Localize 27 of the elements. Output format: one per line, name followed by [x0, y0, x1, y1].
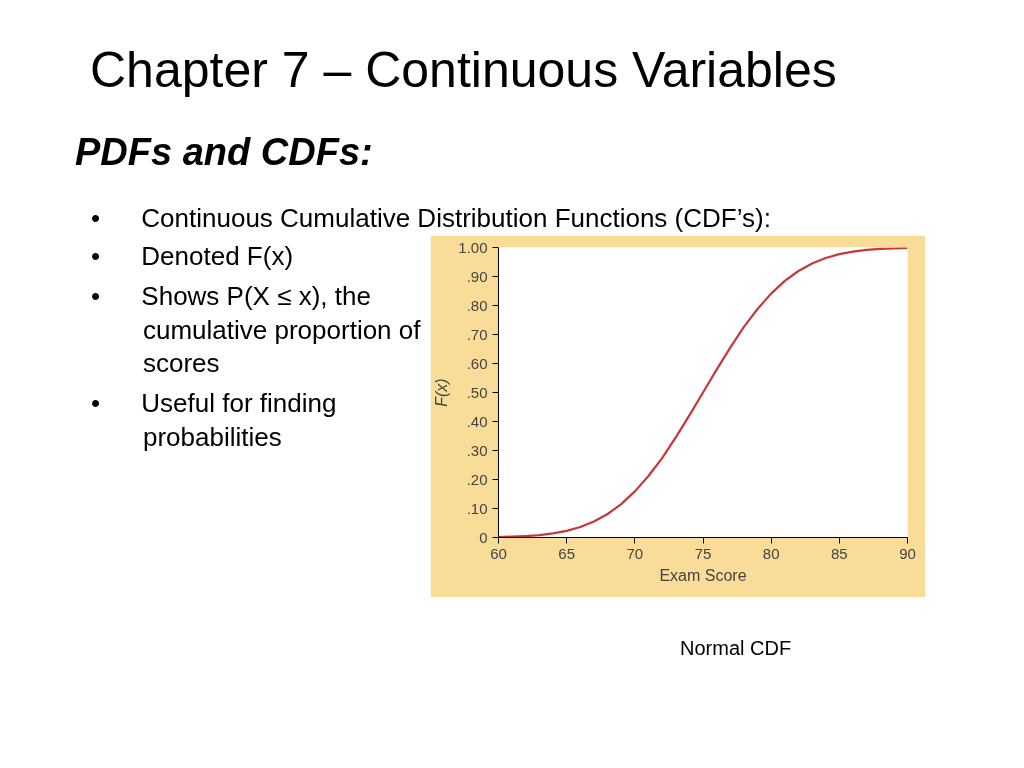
x-axis-title: Exam Score — [659, 566, 747, 584]
x-tick-label: 75 — [694, 544, 712, 562]
x-tick-label: 80 — [762, 544, 780, 562]
chart-title: Chapter 7 – Continuous Variables — [90, 41, 837, 100]
text: • Useful for finding probabilities — [91, 388, 337, 452]
text: • Shows P(X ≤ x), the cumulative proportion of scores — [91, 280, 421, 379]
y-tick-label: .50 — [466, 383, 488, 401]
text: • Denoted F(x) — [91, 241, 294, 271]
y-tick-label: .60 — [466, 354, 488, 372]
x-tick-label: 70 — [626, 544, 644, 562]
x-tick-label: 60 — [490, 544, 507, 562]
y-tick-label: .90 — [466, 267, 488, 285]
x-tick-label: 85 — [830, 544, 848, 562]
y-axis-title: F(x) — [433, 378, 451, 407]
y-tick-label: 0 — [479, 528, 488, 546]
y-tick-label: .20 — [466, 470, 488, 488]
y-tick-label: 1.00 — [458, 238, 488, 256]
text: Normal CDF — [680, 636, 792, 661]
y-tick-label: .70 — [466, 325, 488, 343]
chart-subtitle: PDFs and CDFs: — [75, 130, 373, 175]
y-tick-label: .10 — [466, 499, 488, 517]
y-tick-label: .80 — [466, 296, 488, 314]
x-tick-label: 65 — [558, 544, 576, 562]
y-tick-label: .30 — [466, 441, 488, 459]
text: • Continuous Cumulative Distribution Functions (CDF’s): — [91, 203, 771, 233]
x-tick-label: 90 — [899, 544, 916, 562]
y-tick-label: .40 — [466, 412, 488, 430]
